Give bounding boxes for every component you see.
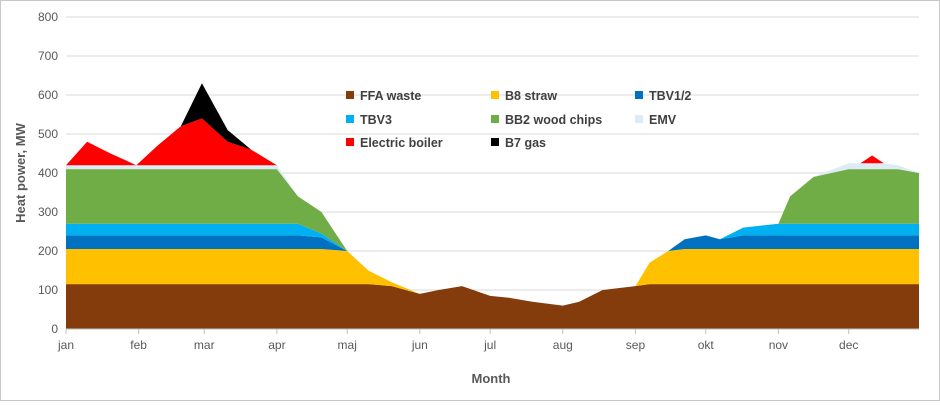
area-b8-straw [66, 249, 919, 306]
x-tick-label: jan [57, 338, 74, 352]
y-tick-label: 400 [38, 166, 58, 180]
y-tick-label: 300 [38, 205, 58, 219]
area-ffa-waste [66, 284, 919, 329]
x-tick-label: jun [411, 338, 428, 352]
legend-label: Electric boiler [360, 136, 443, 150]
legend-label: B7 gas [505, 136, 546, 150]
y-axis-title: Heat power, MW [13, 122, 28, 222]
area-tbv1-2 [66, 235, 919, 306]
x-axis-title: Month [472, 371, 511, 386]
y-axis: 0 100 200 300 400 500 600 700 800 [38, 10, 58, 336]
y-tick-label: 800 [38, 10, 58, 24]
x-tick-label: dec [839, 338, 858, 352]
y-tick-label: 600 [38, 88, 58, 102]
legend-label: B8 straw [505, 89, 557, 103]
legend-label: FFA waste [360, 89, 421, 103]
x-tick-label: feb [130, 338, 147, 352]
legend-label: TBV1/2 [649, 89, 691, 103]
y-tick-label: 100 [38, 283, 58, 297]
legend-label: TBV3 [360, 113, 392, 127]
legend-swatch [635, 115, 643, 123]
legend-label: EMV [649, 113, 677, 127]
legend-swatch [346, 138, 354, 146]
x-tick-label: mar [194, 338, 215, 352]
y-tick-label: 0 [51, 322, 58, 336]
legend-swatch [346, 115, 354, 123]
legend-swatch [635, 91, 643, 99]
legend: FFA waste B8 straw TBV1/2 TBV3 BB2 wood chip… [346, 89, 691, 150]
legend-swatch [346, 91, 354, 99]
legend-swatch [491, 115, 499, 123]
x-tick-label: aug [553, 338, 573, 352]
stacked-areas [66, 83, 919, 329]
x-tick-label: sep [626, 338, 646, 352]
x-tick-label: okt [698, 338, 715, 352]
x-axis: jan feb mar apr maj jun jul aug sep okt nov dec [57, 328, 919, 352]
x-tick-label: apr [268, 338, 285, 352]
area-bb2-wood-chips [66, 169, 919, 306]
legend-label: BB2 wood chips [505, 113, 602, 127]
legend-swatch [491, 91, 499, 99]
legend-swatch [491, 138, 499, 146]
y-tick-label: 500 [38, 127, 58, 141]
y-tick-label: 200 [38, 244, 58, 258]
x-tick-label: maj [338, 338, 357, 352]
area-tbv3 [66, 223, 919, 306]
x-tick-label: jul [483, 338, 496, 352]
x-tick-label: nov [769, 338, 788, 352]
y-tick-label: 700 [38, 49, 58, 63]
